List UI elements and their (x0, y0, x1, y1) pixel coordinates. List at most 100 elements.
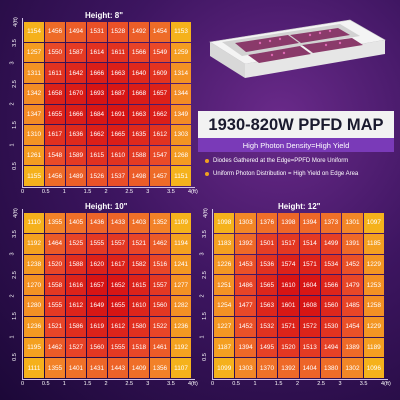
heatmap-cell: 1280 (24, 296, 44, 316)
heatmap-cell: 1610 (278, 275, 299, 295)
heatmap-cell: 1558 (45, 275, 65, 295)
heatmap-cell: 1620 (87, 254, 107, 275)
x-axis-line (22, 187, 195, 188)
x-tick-label: 1 (62, 381, 66, 387)
x-axis-line (22, 379, 195, 380)
x-tick-label: 3 (338, 381, 342, 387)
heatmap-cell: 1563 (256, 296, 278, 316)
heatmap-cell: 1485 (342, 296, 363, 316)
heatmap-cell: 1109 (171, 213, 191, 233)
heatmap-cell: 1527 (66, 337, 86, 358)
x-tick-label: 1.5 (83, 189, 92, 195)
heatmap-cell: 1601 (278, 296, 299, 316)
heatmap-cell: 1655 (108, 296, 128, 316)
heatmap-cell: 1229 (363, 254, 384, 275)
heatmap-cell: 1557 (150, 275, 170, 295)
heatmap-grid: 1110 1355 1405 1436 1433 1403 1352 1109 1192 1464… (24, 213, 191, 378)
heatmap-cell: 1587 (66, 42, 86, 63)
heatmap-cell: 1521 (129, 233, 149, 254)
x-tick-label: 3.5 (167, 381, 175, 387)
heatmap-cell: 1520 (45, 254, 65, 275)
heatmap-cell: 1619 (87, 316, 107, 337)
heatmap-cell: 1640 (129, 63, 149, 83)
y-tick-label: 1.5 (201, 312, 208, 320)
heatmap-cell: 1456 (45, 166, 65, 186)
heatmap-cell: 1107 (171, 358, 191, 378)
heatmap-cell: 1612 (150, 125, 170, 145)
y-tick-label: 2.5 (11, 79, 18, 88)
heatmap-cell: 1604 (299, 275, 320, 295)
y-tick-label: 3 (199, 252, 206, 256)
x-tick-label: 2 (104, 381, 108, 387)
x-tick-label: 0 (21, 381, 25, 387)
y-tick-label: 0.5 (201, 353, 208, 362)
heatmap-cell: 1560 (87, 337, 107, 358)
x-tick-label: 1 (62, 189, 66, 195)
heatmap-cell: 1691 (108, 104, 128, 125)
heatmap-cell: 1268 (171, 145, 191, 166)
y-axis-line (22, 18, 23, 188)
heatmap-cell: 1376 (256, 213, 278, 233)
heatmap-cell: 1520 (278, 337, 299, 358)
y-tick-label: 2 (199, 293, 206, 298)
x-tick-label: 1.5 (83, 381, 92, 387)
heatmap-cell: 1236 (171, 316, 191, 337)
y-tick-label: 1.5 (11, 120, 18, 129)
heatmap-cell: 1282 (171, 296, 191, 316)
heatmap-cell: 1495 (256, 337, 278, 358)
heatmap-cell: 1666 (87, 63, 107, 83)
heatmap-cell: 1355 (45, 213, 65, 233)
heatmap-cell: 1555 (108, 337, 128, 358)
heatmap-cell: 1566 (129, 42, 149, 63)
y-tick-label: 0.5 (11, 353, 18, 362)
heatmap-cell: 1456 (45, 22, 65, 42)
heatmap-cell: 1259 (171, 42, 191, 63)
heatmap-cell: 1236 (24, 316, 44, 337)
heatmap-cell: 1550 (45, 42, 65, 63)
heatmap-cell: 1547 (150, 145, 170, 166)
grow-light-illustration (209, 19, 386, 78)
heatmap-cell: 1253 (363, 275, 384, 295)
heatmap-cell: 1398 (278, 213, 299, 233)
heatmap-cell: 1642 (66, 63, 86, 83)
heatmap-cell: 1461 (150, 337, 170, 358)
x-tick-label: 2.5 (125, 381, 134, 387)
heatmap-cell: 1615 (129, 275, 149, 295)
heatmap-cell: 1489 (66, 166, 86, 186)
heatmap-cell: 1462 (150, 233, 170, 254)
heatmap-cell: 1394 (299, 213, 320, 233)
heatmap-cell: 1099 (214, 358, 235, 378)
heatmap-cell: 1657 (150, 83, 170, 104)
heatmap-cell: 1663 (108, 63, 128, 83)
heatmap-cell: 1610 (108, 145, 128, 166)
y-tick-label: 1 (9, 143, 16, 147)
heatmap-cell: 1192 (171, 337, 191, 358)
y-tick-label: 1.5 (11, 312, 18, 320)
x-tick-label: 3.5 (167, 189, 175, 195)
heatmap-cell: 1392 (235, 233, 256, 254)
heatmap-cell: 1151 (171, 166, 191, 186)
y-tick-label: 1 (199, 335, 206, 339)
heatmap-cell: 1612 (66, 296, 86, 316)
heatmap-cell: 1310 (24, 125, 44, 145)
heatmap-cell: 1355 (45, 358, 65, 378)
heatmap-cell: 1531 (87, 22, 107, 42)
heatmap-cell: 1528 (108, 22, 128, 42)
heatmap-cell: 1693 (87, 83, 107, 104)
heatmap-cell: 1617 (108, 254, 128, 275)
heatmap-cell: 1614 (87, 42, 107, 63)
heatmap-cell: 1571 (278, 316, 299, 337)
heatmap-cell: 1111 (24, 358, 44, 378)
heatmap-cell: 1555 (87, 233, 107, 254)
heatmap-cell: 1110 (24, 213, 44, 233)
heatmap-cell: 1302 (342, 358, 363, 378)
heatmap-cell: 1501 (256, 233, 278, 254)
heatmap-cell: 1254 (214, 296, 235, 316)
heatmap-cell: 1303 (235, 358, 256, 378)
heatmap-cell: 1588 (66, 254, 86, 275)
heatmap-cell: 1532 (256, 316, 278, 337)
heatmap-cell: 1314 (171, 63, 191, 83)
heatmap-cell: 1649 (87, 296, 107, 316)
y-tick-label: 2.5 (201, 271, 208, 279)
heatmap-cell: 1665 (108, 125, 128, 145)
